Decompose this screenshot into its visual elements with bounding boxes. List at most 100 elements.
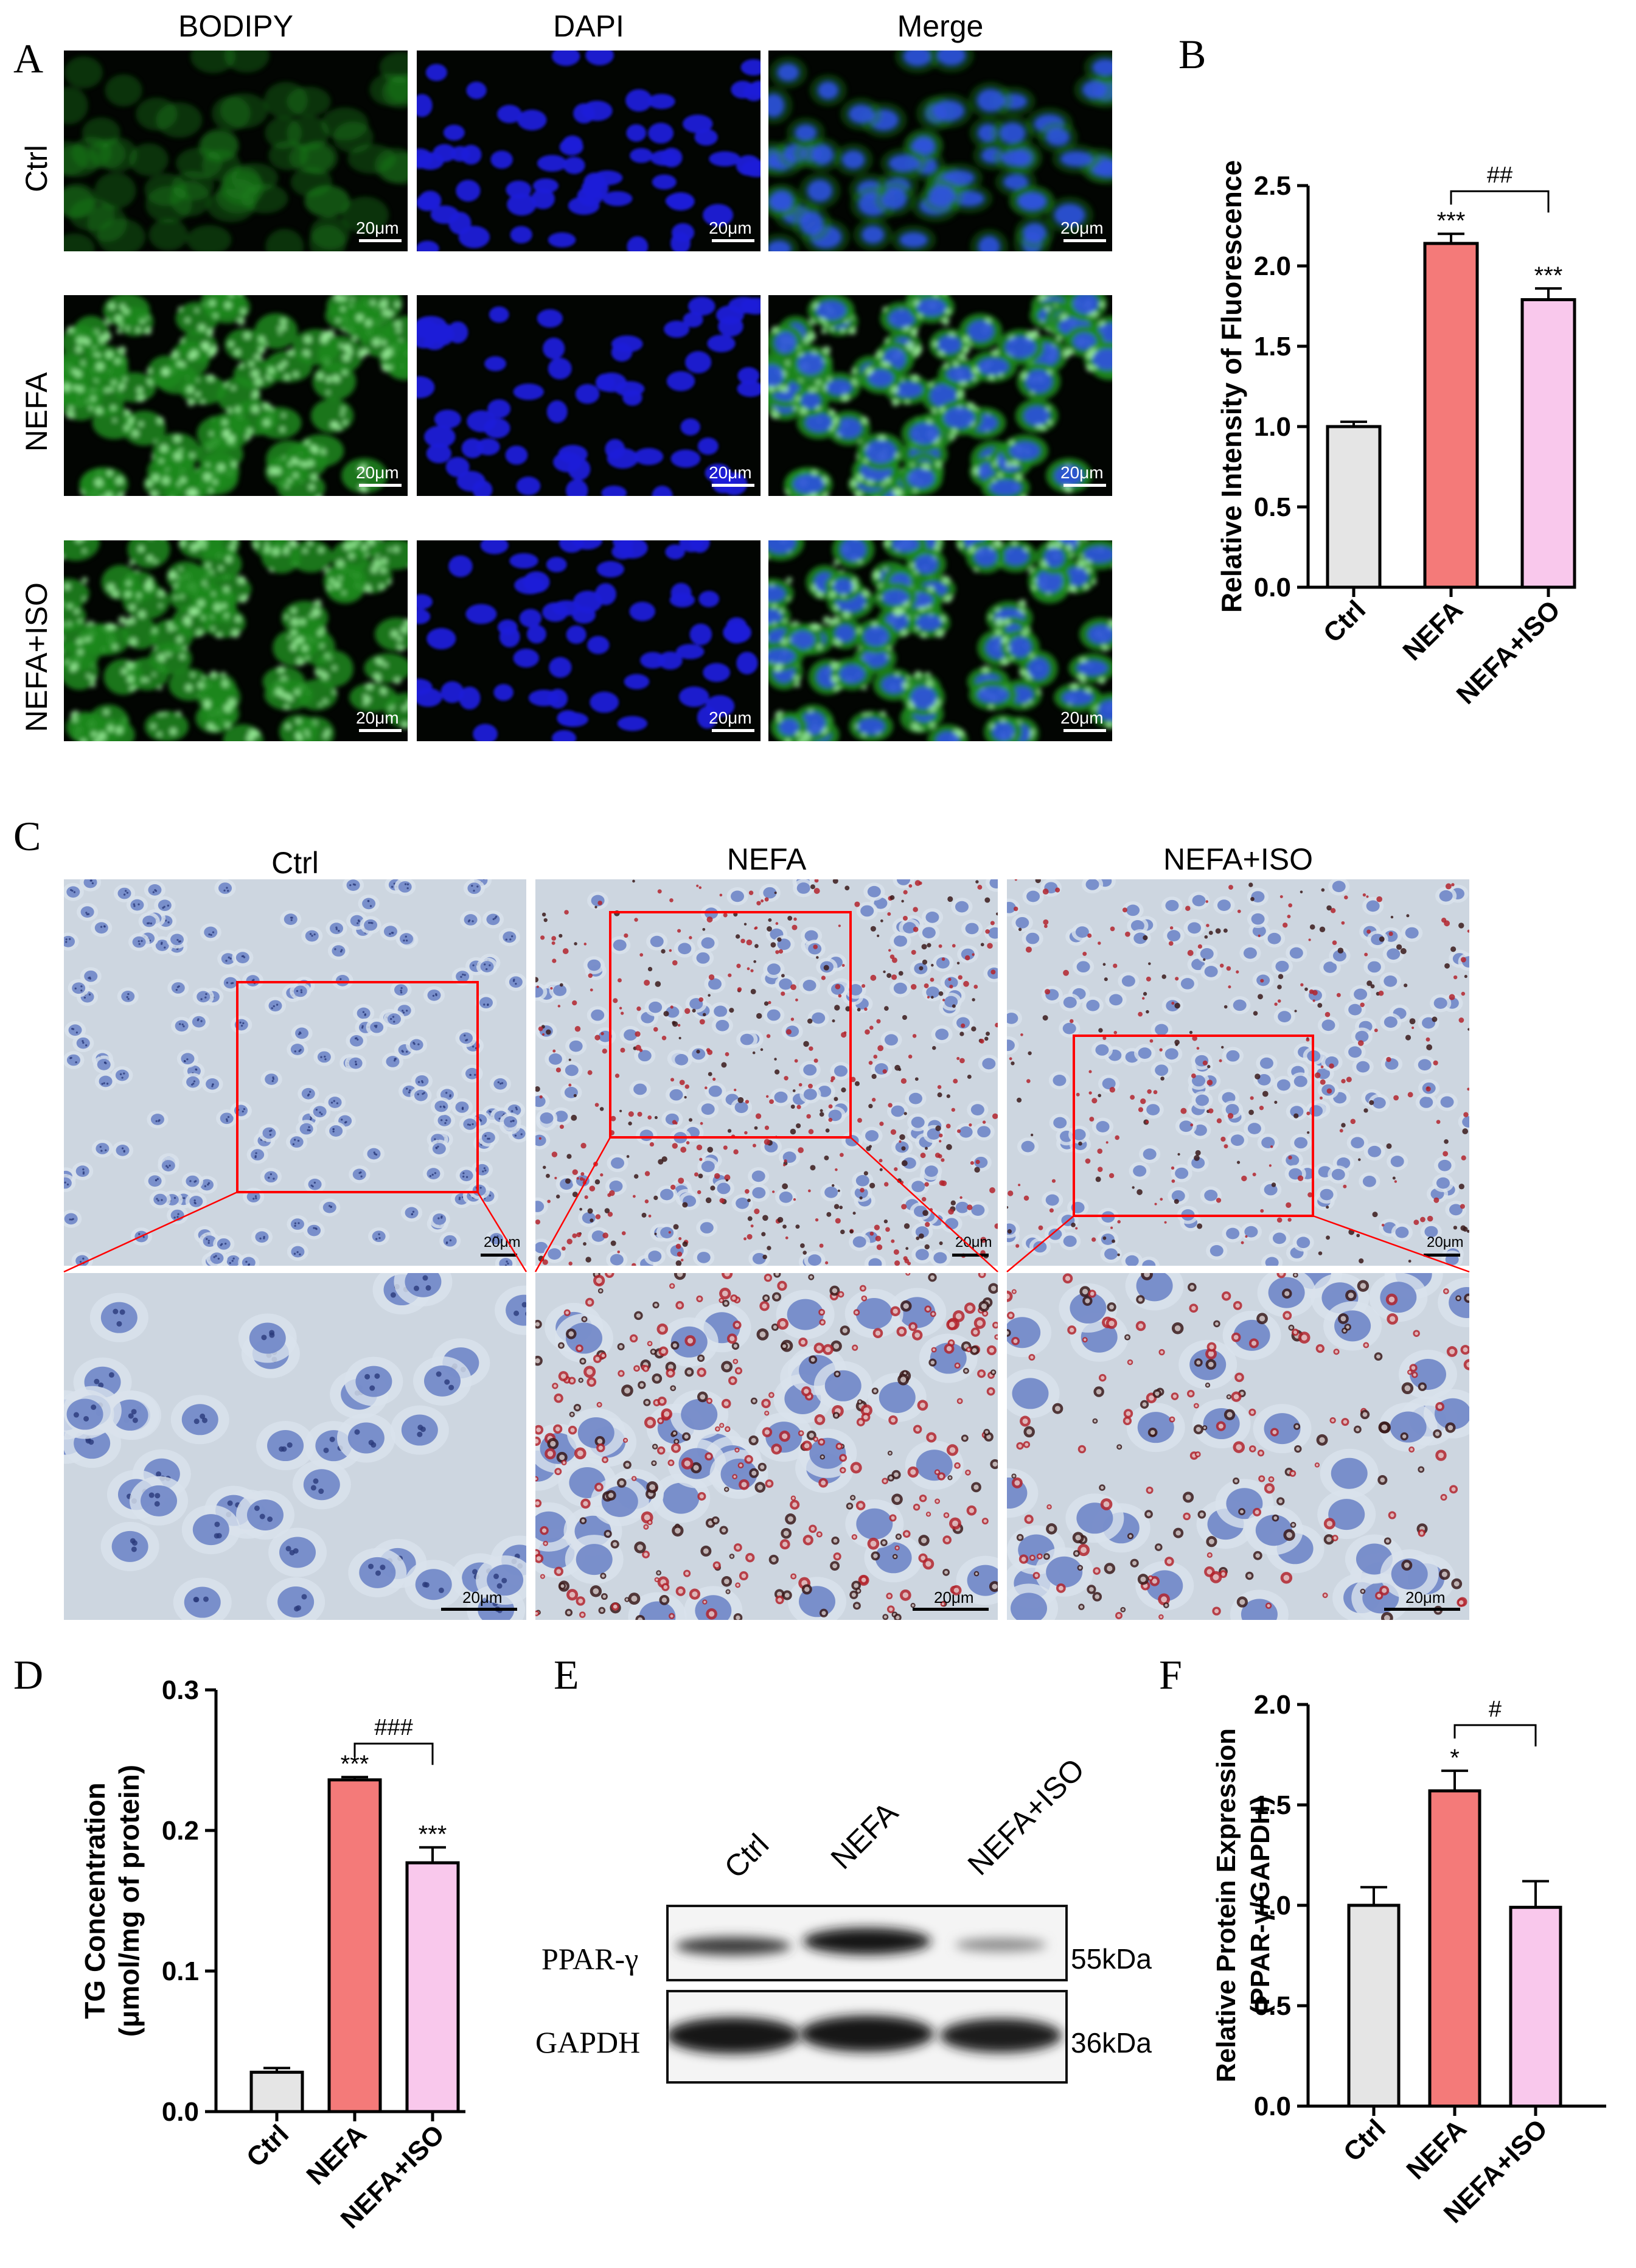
significance-label: * bbox=[1450, 1745, 1460, 1771]
zoom-box-ctrl bbox=[236, 981, 479, 1193]
significance-label: *** bbox=[1534, 262, 1563, 289]
zoom-line bbox=[850, 1137, 998, 1272]
panel-label-b: B bbox=[1178, 31, 1206, 77]
y-axis-label: Relative Intensity of Fluorescence bbox=[1216, 160, 1247, 613]
chart-f: 0.0 0.5 1.0 1.5 2.0 Relative Protein Expressi… bbox=[1211, 1690, 1606, 2229]
x-tick-label: NEFA bbox=[1401, 2113, 1472, 2185]
oil-red-image-ctrl-overview bbox=[64, 879, 526, 1266]
oil-red-image-nefa-iso-overview bbox=[1007, 879, 1469, 1266]
scale-bar-label: 20μm bbox=[709, 708, 752, 727]
y-axis-label: (μmol/mg of protein) bbox=[113, 1765, 145, 2037]
band-gapdh-nefa-iso bbox=[940, 2019, 1062, 2053]
scale-bar-label: 20μm bbox=[709, 463, 752, 482]
fluor-texture bbox=[64, 540, 408, 741]
panel-a-col-title-merge: Merge bbox=[897, 9, 984, 43]
panel-c-col-title-ctrl: Ctrl bbox=[271, 846, 319, 880]
band-gapdh-ctrl bbox=[666, 2017, 800, 2054]
oil-red-image-ctrl-zoom bbox=[64, 1273, 526, 1620]
bar-nefa bbox=[327, 1778, 382, 2113]
scale-bar bbox=[913, 1608, 989, 1611]
fluor-image-ctrl-dapi bbox=[417, 51, 761, 251]
bar-nefa bbox=[1428, 1789, 1481, 2108]
panel-label-a: A bbox=[13, 35, 44, 82]
y-tick-label: 0.2 bbox=[162, 1816, 199, 1846]
panel-label-d: D bbox=[13, 1652, 44, 1698]
comparison-label: ## bbox=[1487, 162, 1512, 188]
scale-bar-label: 20μm bbox=[955, 1234, 992, 1251]
fluor-image-nefa-merge bbox=[768, 295, 1112, 496]
zoom-line bbox=[63, 1191, 238, 1273]
bar-nefa-iso bbox=[1509, 1905, 1562, 2108]
scale-bar bbox=[712, 729, 754, 732]
fluor-image-nefa-iso-bodipy bbox=[64, 540, 408, 741]
y-tick-label: 0.5 bbox=[1254, 1991, 1291, 2021]
band-ppar-nefa-iso bbox=[955, 1938, 1046, 1952]
scale-bar bbox=[712, 484, 754, 487]
oil-red-texture bbox=[1007, 879, 1469, 1266]
blot-band-label-gapdh: GAPDH bbox=[535, 2025, 641, 2059]
bar-ctrl bbox=[1347, 1903, 1401, 2108]
zoom-line bbox=[1006, 1215, 1074, 1272]
blot-lane-label-nefa: NEFA bbox=[824, 1795, 905, 1876]
band-ppar-nefa bbox=[803, 1928, 931, 1955]
fluor-texture bbox=[64, 51, 408, 251]
oil-red-image-nefa-zoom bbox=[535, 1273, 998, 1620]
blot-lane-label-ctrl: Ctrl bbox=[717, 1827, 776, 1885]
panel-a-col-title-dapi: DAPI bbox=[553, 9, 624, 43]
scale-bar-label: 20μm bbox=[356, 708, 399, 727]
zoom-box-nefa-iso bbox=[1073, 1035, 1314, 1217]
y-axis-label: (PPAR-γ/GAPDH) bbox=[1245, 1796, 1275, 2015]
blot-size-label-36kda: 36kDa bbox=[1071, 2027, 1152, 2059]
blot-band-label-ppar: PPAR-γ bbox=[541, 1942, 639, 1976]
y-tick-label: 1.5 bbox=[1254, 332, 1291, 361]
scale-bar bbox=[712, 239, 754, 242]
comparison-bracket bbox=[1453, 1724, 1537, 1746]
scale-bar bbox=[1063, 484, 1106, 487]
comparison-bracket bbox=[1450, 190, 1550, 213]
oil-red-texture bbox=[1007, 1273, 1469, 1620]
oil-red-texture bbox=[535, 1273, 998, 1620]
zoom-box-nefa bbox=[609, 911, 852, 1139]
y-axis-label: TG Concentration bbox=[79, 1782, 111, 2019]
y-tick-label: 0.0 bbox=[162, 2097, 199, 2127]
band-gapdh-nefa bbox=[800, 2015, 934, 2052]
fluor-image-nefa-iso-dapi bbox=[417, 540, 761, 741]
scale-bar-label: 20μm bbox=[709, 218, 752, 237]
y-tick-label: 0.0 bbox=[1254, 2092, 1291, 2121]
blot-membrane bbox=[666, 1905, 1068, 2084]
fluor-image-nefa-dapi bbox=[417, 295, 761, 496]
scale-bar bbox=[1424, 1254, 1460, 1257]
bar-ctrl bbox=[249, 2070, 304, 2113]
fluor-texture bbox=[64, 295, 408, 496]
x-tick-label: Ctrl bbox=[1338, 2113, 1391, 2167]
x-tick-label: NEFA bbox=[301, 2119, 372, 2191]
scale-bar bbox=[441, 1608, 517, 1611]
blot-lane-label-nefa-iso: NEFA+ISO bbox=[961, 1751, 1091, 1882]
scale-bar-label: 20μm bbox=[1405, 1588, 1446, 1607]
y-tick-label: 1.0 bbox=[1254, 412, 1291, 442]
scale-bar bbox=[1384, 1608, 1460, 1611]
y-tick-label: 0.0 bbox=[1254, 573, 1291, 602]
y-tick-label: 0.3 bbox=[162, 1680, 199, 1705]
bar-nefa-iso bbox=[1520, 298, 1576, 589]
y-axis-label: Relative Protein Expression bbox=[1211, 1728, 1241, 2082]
y-tick-label: 2.5 bbox=[1254, 171, 1291, 201]
zoom-line bbox=[476, 1192, 527, 1272]
chart-d: 0.0 0.1 0.2 0.3 TG Concentration (μmol/mg of … bbox=[79, 1680, 465, 2235]
fluor-image-ctrl-merge bbox=[768, 51, 1112, 251]
fluor-image-ctrl-bodipy bbox=[64, 51, 408, 251]
panel-label-e: E bbox=[554, 1652, 579, 1698]
comparison-bracket bbox=[353, 1742, 434, 1765]
x-tick-label: Ctrl bbox=[241, 2119, 294, 2172]
scale-bar-label: 20μm bbox=[1060, 218, 1104, 237]
blot-size-label-55kda: 55kDa bbox=[1071, 1943, 1152, 1975]
y-tick-label: 2.0 bbox=[1254, 251, 1291, 281]
scale-bar bbox=[359, 239, 402, 242]
scale-bar bbox=[359, 729, 402, 732]
y-tick-label: 1.5 bbox=[1254, 1790, 1291, 1820]
y-tick-label: 0.5 bbox=[1254, 492, 1291, 522]
fluor-texture bbox=[417, 296, 761, 496]
y-tick-label: 0.1 bbox=[162, 1956, 199, 1986]
scale-bar bbox=[359, 484, 402, 487]
bar-nefa-iso bbox=[405, 1861, 460, 2113]
